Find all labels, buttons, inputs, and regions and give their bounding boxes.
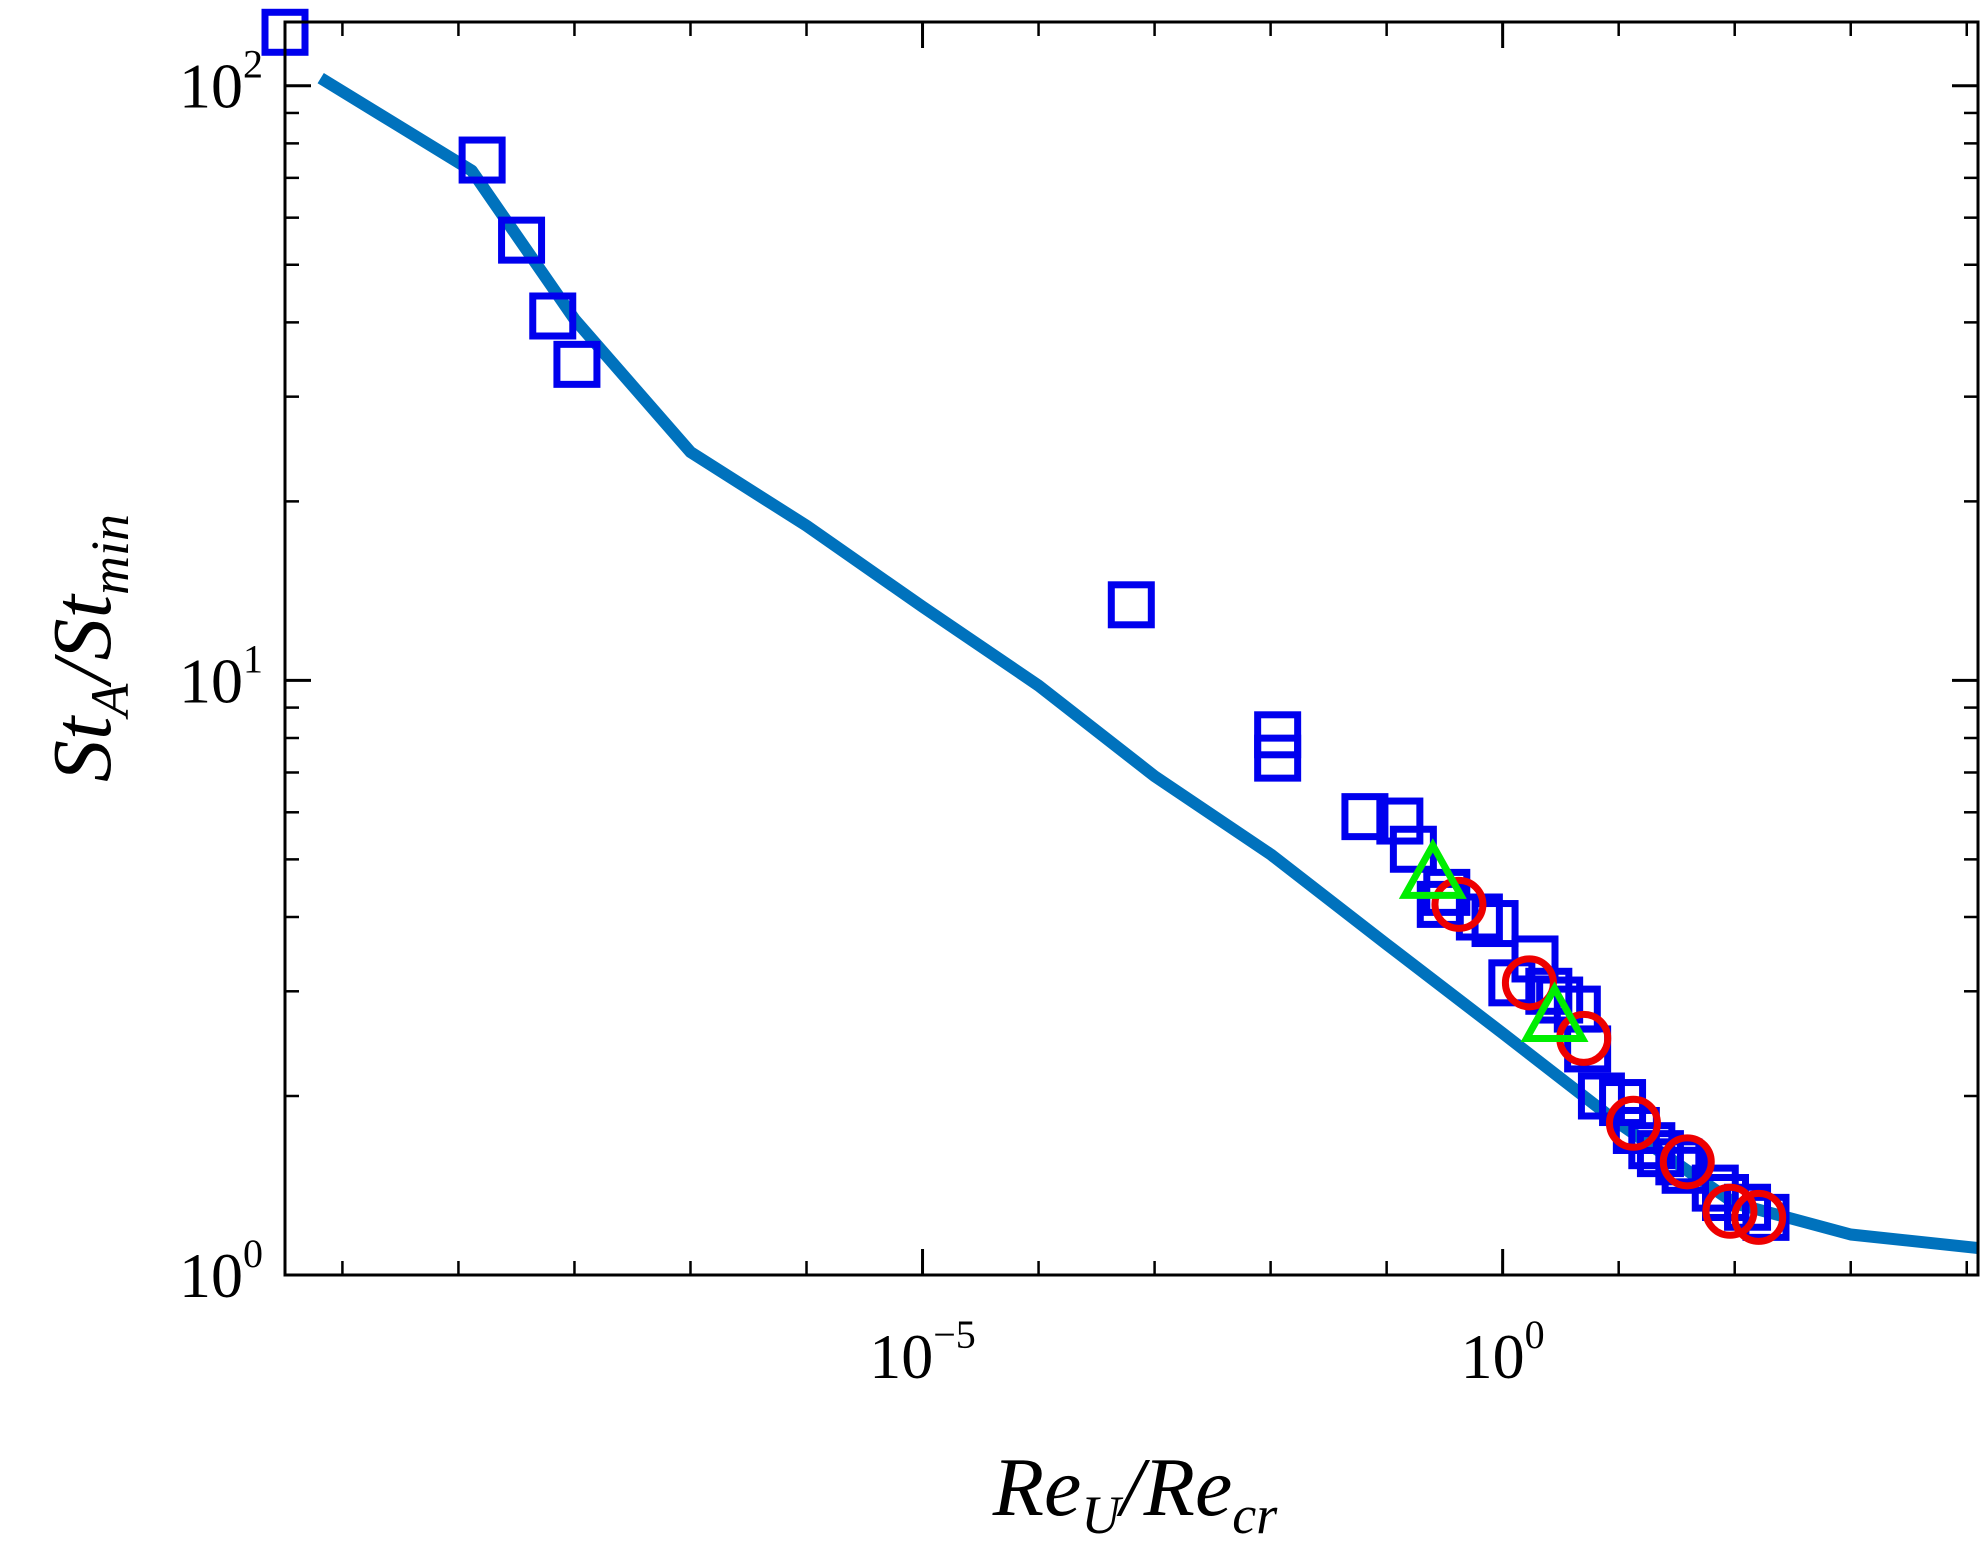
circle-marker xyxy=(1501,955,1557,1011)
y-tick-label: 102 xyxy=(179,42,263,122)
square-marker xyxy=(498,216,546,264)
circle-marker xyxy=(1731,1189,1787,1245)
square-marker xyxy=(458,136,506,184)
y-axis-label: StA/Stmin xyxy=(36,514,140,782)
y-tick-label: 101 xyxy=(179,636,263,716)
square-marker xyxy=(553,340,601,388)
triangle-marker xyxy=(1398,838,1467,899)
y-tick-label: 100 xyxy=(179,1231,263,1311)
circle-marker xyxy=(1659,1134,1715,1190)
square-marker xyxy=(1511,935,1559,983)
square-marker xyxy=(1254,734,1302,782)
square-marker xyxy=(529,292,577,340)
triangle-marker xyxy=(1520,981,1589,1043)
square-marker xyxy=(1341,793,1389,841)
x-tick-label: 10−5 xyxy=(869,1312,976,1392)
circle-marker xyxy=(1702,1183,1758,1239)
x-tick-label: 100 xyxy=(1461,1312,1545,1392)
tick-labels: 10−5 100 100 101 102 xyxy=(179,42,1545,1392)
circle-marker xyxy=(1431,876,1487,932)
x-axis-label: ReU/Recr xyxy=(992,1441,1278,1545)
square-marker xyxy=(1107,581,1155,629)
plot-frame xyxy=(283,20,1980,1277)
major-ticks xyxy=(285,22,1978,1277)
circle-marker xyxy=(1605,1095,1661,1151)
fit-line xyxy=(317,72,1978,1254)
data-marks xyxy=(317,72,1978,1254)
square-marker xyxy=(1376,797,1424,845)
minor-ticks xyxy=(285,22,1978,1275)
